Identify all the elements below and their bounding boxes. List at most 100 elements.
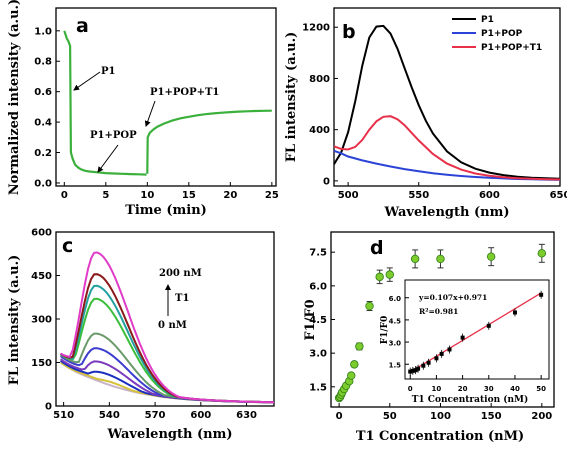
panel-d-point: [347, 371, 356, 380]
inset-point: [410, 368, 415, 373]
inset-xtick-label: 40: [510, 385, 520, 393]
inset-point: [434, 356, 439, 361]
panel-d-xtick-label: 100: [430, 411, 451, 422]
panel-b-series-p1-pop-t1: [333, 115, 561, 181]
panel-a-ytick-label: 0.6: [34, 87, 52, 98]
panel-d-series: [334, 243, 547, 403]
panel-c-xtick-label: 540: [99, 410, 120, 421]
inset-point: [486, 323, 491, 328]
panel-a-xtick-label: 20: [223, 190, 237, 201]
panel-c-xlabel: Wavelength (nm): [107, 427, 233, 442]
inset-point: [416, 366, 421, 371]
panel-d-point: [355, 342, 364, 351]
panel-a: 0 5 10 15 20 25 0.0 0.2 0.4 0.6 0.8 1.0 a P1 P1+POP…: [7, 0, 279, 218]
panel-a-arrow-p1pop: [97, 144, 119, 173]
panel-c-label: c: [62, 235, 73, 257]
panel-b-ytick-label: 400: [309, 125, 330, 136]
panel-d-point: [537, 249, 547, 258]
panel-b-xtick-label: 550: [408, 190, 429, 201]
panel-c-series: [60, 251, 275, 404]
inset-point: [413, 368, 418, 373]
panel-d-point: [436, 254, 445, 264]
panel-a-series-line: [63, 30, 147, 176]
inset-xtick-label: 10: [432, 385, 442, 393]
inset-ytick-label: 4.5: [389, 317, 402, 325]
panel-c-series-6: [60, 297, 274, 404]
panel-d-xtick-label: 50: [383, 411, 397, 422]
panel-c-series-9: [60, 251, 274, 404]
inset-point: [460, 335, 465, 340]
panel-c-ylabel: FL intensity (a.u.): [7, 255, 22, 386]
panel-b-xtick-label: 500: [338, 190, 359, 201]
panel-c-ytick-label: 450: [31, 271, 52, 282]
panel-c-annotation-0nm: 0 nM: [158, 320, 187, 331]
panel-a-ytick-label: 0.0: [34, 178, 52, 189]
panel-d-point: [365, 301, 374, 311]
inset-fit-equation: y=0.107x+0.971: [418, 293, 487, 302]
panel-b-series: [333, 24, 561, 181]
panel-b-legend: P1 P1+POP P1+POP+T1: [452, 15, 542, 53]
panel-a-frame: [55, 7, 277, 187]
panel-b-ylabel: FL intensity (a.u.): [284, 32, 299, 163]
panel-d-ylabel: F1/F0: [303, 299, 318, 340]
panel-b: 500 550 600 650 0 400 800 1200 b P1 P1+POP P1+P…: [284, 7, 567, 220]
panel-b-ytick-label: 1200: [302, 23, 330, 34]
panel-c-ytick-label: 150: [31, 358, 52, 369]
inset-ytick-label: 1.5: [389, 362, 402, 370]
panel-c-ytick-label: 300: [31, 315, 52, 326]
inset-point: [408, 369, 413, 374]
panel-c-xtick-label: 630: [236, 410, 257, 421]
panel-b-frame: [333, 7, 561, 187]
panel-d-ytick-label: 7.5: [309, 248, 327, 259]
legend-label-p1: P1: [481, 15, 494, 25]
panel-a-ylabel: Normalized intensity (a.u.): [7, 0, 22, 195]
panel-c-xtick-label: 600: [190, 410, 211, 421]
inset-point: [447, 347, 452, 352]
inset-xtick-label: 50: [536, 385, 546, 393]
panel-d-xlabel: T1 Concentration (nM): [356, 429, 524, 444]
panel-b-series-p1: [333, 24, 561, 180]
panel-d-label: d: [370, 237, 384, 259]
inset-ylabel: F1/F0: [380, 316, 390, 345]
panel-a-ytick-label: 0.8: [34, 57, 52, 68]
panel-b-series-p1-pop: [333, 149, 561, 181]
panel-d-point: [375, 272, 384, 282]
panel-d-ytick-label: 4.5: [309, 315, 327, 326]
panel-a-xtick-label: 10: [140, 190, 154, 201]
panel-c-annotation-t1: T1: [175, 293, 189, 304]
panel-a-ytick-label: 0.4: [34, 118, 52, 129]
panel-a-ticks: 0 5 10 15 20 25 0.0 0.2 0.4 0.6 0.8 1.0: [34, 26, 279, 201]
panel-a-ytick-label: 0.2: [34, 148, 52, 159]
panel-d-point: [385, 270, 394, 279]
panel-c-ticks: 510 540 570 600 630 0 150 300 450 600: [31, 228, 257, 422]
inset-point: [421, 363, 426, 368]
inset-point: [439, 351, 444, 356]
panel-a-annotation-p1: P1: [101, 66, 115, 77]
inset-ytick-label: 6.0: [389, 295, 402, 303]
panel-c-series-7: [60, 284, 274, 404]
panel-b-xtick-label: 600: [479, 190, 500, 201]
panel-b-xtick-label: 650: [550, 190, 567, 201]
panel-a-annotation-p1popt1: P1+POP+T1: [150, 87, 219, 98]
panel-a-xtick-label: 25: [265, 190, 279, 201]
panel-c-annotation-200nm: 200 nM: [159, 268, 202, 279]
inset-ytick-label: 3.0: [389, 340, 402, 348]
inset-series: [408, 290, 544, 376]
panel-a-arrow-p1: [73, 71, 101, 91]
panel-d-inset: 0 10 20 30 40 50 1.5 3.0 4.5 6.0 y=0.107x+0.971 R…: [380, 279, 550, 405]
panel-a-ytick-label: 1.0: [34, 26, 52, 37]
inset-xtick-label: 0: [408, 385, 413, 393]
panel-d-ytick-label: 1.5: [309, 382, 327, 393]
legend-label-p1popt1: P1+POP+T1: [481, 43, 542, 53]
panel-c-ytick-label: 600: [31, 228, 52, 239]
panel-b-xlabel: Wavelength (nm): [384, 205, 510, 220]
panel-a-annotation-p1pop: P1+POP: [90, 130, 137, 141]
inset-fit-r2: R²=0.981: [419, 307, 458, 316]
inset-xlabel: T1 Concentration (nM): [412, 394, 529, 405]
panel-a-xtick-label: 5: [102, 190, 109, 201]
inset-point: [539, 292, 544, 297]
panel-a-arrow-p1popt1: [144, 100, 156, 127]
panel-a-xlabel: Time (min): [125, 203, 207, 218]
